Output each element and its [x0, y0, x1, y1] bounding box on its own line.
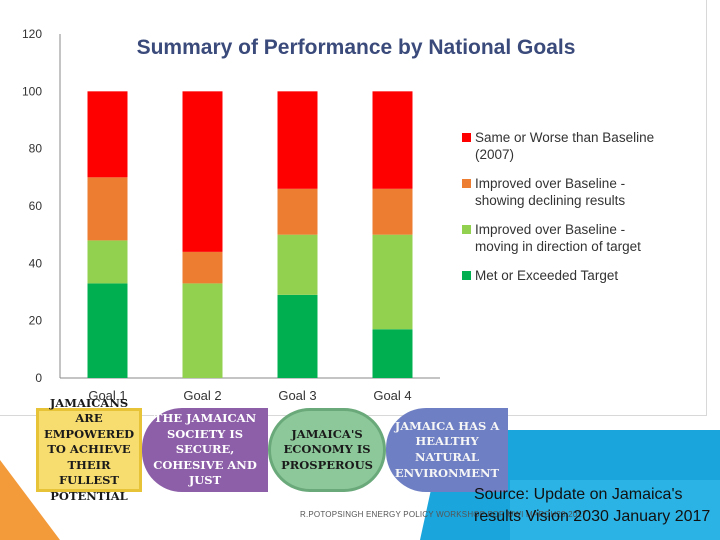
x-tick-label: Goal 2 [183, 388, 221, 403]
chart-panel: 0 20 40 60 80 100 120 Summary of Performance by… [0, 0, 707, 416]
legend-label: (2007) [475, 147, 514, 162]
y-tick-label: 80 [29, 142, 43, 156]
y-tick-label: 0 [35, 371, 42, 385]
legend-label: Improved over Baseline - [475, 222, 625, 237]
goal-1-tile: Jamaicans are empowered to achieve their… [36, 396, 142, 503]
legend-label: Same or Worse than Baseline [475, 130, 654, 145]
bar-segment [277, 91, 318, 189]
x-tick-label: Goal 4 [373, 388, 411, 403]
legend-label: Improved over Baseline - [475, 176, 625, 191]
legend-swatch [462, 271, 471, 280]
bar-segment [277, 234, 318, 295]
y-tick-label: 120 [22, 27, 42, 41]
y-tick-label: 60 [29, 199, 43, 213]
legend-swatch [462, 225, 471, 234]
legend-label: moving in direction of target [475, 239, 641, 254]
bar-segment [182, 91, 223, 252]
chart-title: Summary of Performance by National Goals [137, 36, 576, 59]
legend-label: Met or Exceeded Target [475, 268, 618, 283]
y-tick-label: 40 [29, 256, 43, 270]
bar-segment [87, 177, 128, 241]
vision-goals-banner: Jamaicans are empowered to achieve their… [36, 396, 508, 503]
bar-segment [182, 251, 223, 284]
x-tick-label: Goal 1 [88, 388, 126, 403]
bar-segment [277, 294, 318, 378]
decorative-blue-band [510, 480, 720, 540]
bar-segment [372, 329, 413, 378]
y-tick-label: 20 [29, 314, 43, 328]
bar-segment [87, 283, 128, 378]
bar-segment [372, 234, 413, 330]
bar-segment [182, 283, 223, 378]
bar-segment [372, 188, 413, 235]
bar-segment [277, 188, 318, 235]
source-text: Source: Update on Jamaica's results Visi… [474, 486, 711, 525]
bar-segment [87, 240, 128, 284]
x-tick-label: Goal 3 [278, 388, 316, 403]
bar-segment [372, 91, 413, 189]
goal-4-tile: Jamaica has a healthy natural environmen… [386, 408, 508, 492]
y-tick-label: 100 [22, 84, 42, 98]
legend-swatch [462, 179, 471, 188]
goal-3-tile: Jamaica's Economy is Prosperous [268, 408, 386, 492]
goal-2-tile: The Jamaican society is secure, cohesive… [142, 408, 268, 492]
legend-label: showing declining results [475, 193, 625, 208]
stacked-bar-chart: 0 20 40 60 80 100 120 Summary of Performance by… [22, 27, 654, 403]
footer-note: R.POTOPSINGH ENERGY POLICY WORKSHOP FOR … [300, 510, 587, 519]
legend-swatch [462, 133, 471, 142]
bar-segment [87, 91, 128, 178]
